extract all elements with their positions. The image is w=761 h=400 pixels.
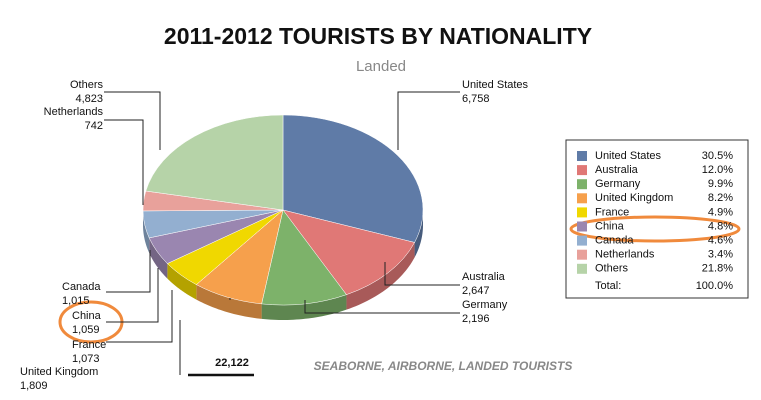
slice-label: Canada bbox=[62, 281, 101, 293]
leader-line bbox=[106, 268, 159, 323]
leader-line bbox=[104, 91, 161, 150]
legend-swatch bbox=[577, 193, 587, 204]
value-label: 1,073 bbox=[72, 353, 100, 365]
value-label: 1,015 bbox=[62, 295, 90, 307]
legend-total-label: Total: bbox=[595, 280, 621, 292]
slice-label: China bbox=[72, 310, 102, 322]
legend-label: United Kingdom bbox=[595, 192, 673, 204]
legend-swatch bbox=[577, 249, 587, 260]
leader-line bbox=[397, 91, 460, 150]
highlight bbox=[569, 215, 741, 243]
legend-label: Canada bbox=[595, 235, 634, 247]
pie-side bbox=[149, 237, 168, 279]
slice-label: Netherlands bbox=[44, 106, 104, 118]
pie-side bbox=[143, 210, 150, 253]
pie-tops bbox=[142, 114, 424, 306]
legend-swatch bbox=[577, 165, 587, 176]
leader-line bbox=[304, 300, 460, 314]
pie-side bbox=[167, 263, 197, 300]
legend-total-share: 100.0% bbox=[696, 280, 734, 292]
leader-line bbox=[384, 262, 460, 286]
legend-swatch bbox=[577, 235, 587, 246]
legend-label: France bbox=[595, 206, 629, 218]
legend-share: 12.0% bbox=[702, 164, 733, 176]
legend-share: 8.2% bbox=[708, 192, 733, 204]
footnote: SEABORNE, AIRBORNE, LANDED TOURISTS bbox=[314, 359, 573, 373]
legend-swatch bbox=[577, 151, 587, 161]
legend-swatch bbox=[577, 207, 587, 218]
slice-label: United States bbox=[462, 79, 529, 91]
pie-slice bbox=[282, 209, 415, 295]
legend-share: 9.9% bbox=[708, 178, 733, 190]
value-label: 2,647 bbox=[462, 285, 490, 297]
slice-label: Australia bbox=[462, 271, 506, 283]
leader-line bbox=[106, 250, 151, 293]
pie-side bbox=[346, 242, 415, 310]
slice-label: United Kingdom bbox=[20, 366, 98, 378]
legend-share: 4.9% bbox=[708, 206, 733, 218]
legend-share: 4.8% bbox=[708, 220, 733, 232]
legend-swatch bbox=[577, 179, 587, 190]
pie-slice bbox=[145, 114, 284, 211]
chart-subtitle: Landed bbox=[356, 58, 406, 75]
legend-label: Netherlands bbox=[595, 249, 655, 261]
slice-label: France bbox=[72, 339, 106, 351]
value-label: 742 bbox=[85, 120, 103, 132]
chart-title: 2011-2012 TOURISTS BY NATIONALITY bbox=[164, 23, 592, 49]
pie-slice bbox=[282, 114, 424, 243]
legend-share: 3.4% bbox=[708, 249, 733, 261]
leader-line bbox=[104, 119, 144, 205]
value-label: 4,823 bbox=[75, 93, 103, 105]
leader-line bbox=[106, 290, 173, 343]
legend-label: Others bbox=[595, 263, 629, 275]
legend-label: Australia bbox=[595, 164, 639, 176]
legend-swatch bbox=[577, 221, 587, 232]
pie-side bbox=[196, 284, 262, 319]
value-label: 1,809 bbox=[20, 380, 48, 392]
slice-label: Others bbox=[70, 79, 104, 91]
legend-share: 21.8% bbox=[702, 263, 733, 275]
legend-share: 4.6% bbox=[708, 235, 733, 247]
legend-swatch bbox=[577, 263, 587, 274]
value-label: 2,196 bbox=[462, 313, 490, 325]
legend-label: China bbox=[595, 220, 625, 232]
legend-label: Germany bbox=[595, 178, 641, 190]
legend-share: 30.5% bbox=[702, 150, 733, 162]
pie bbox=[142, 114, 424, 320]
value-label: 6,758 bbox=[462, 93, 490, 105]
pie-side bbox=[261, 294, 347, 320]
legend-label: United States bbox=[595, 150, 662, 162]
total-value: 22,122 bbox=[215, 357, 249, 369]
value-label: 1,059 bbox=[72, 324, 100, 336]
slice-label: Germany bbox=[462, 299, 508, 311]
